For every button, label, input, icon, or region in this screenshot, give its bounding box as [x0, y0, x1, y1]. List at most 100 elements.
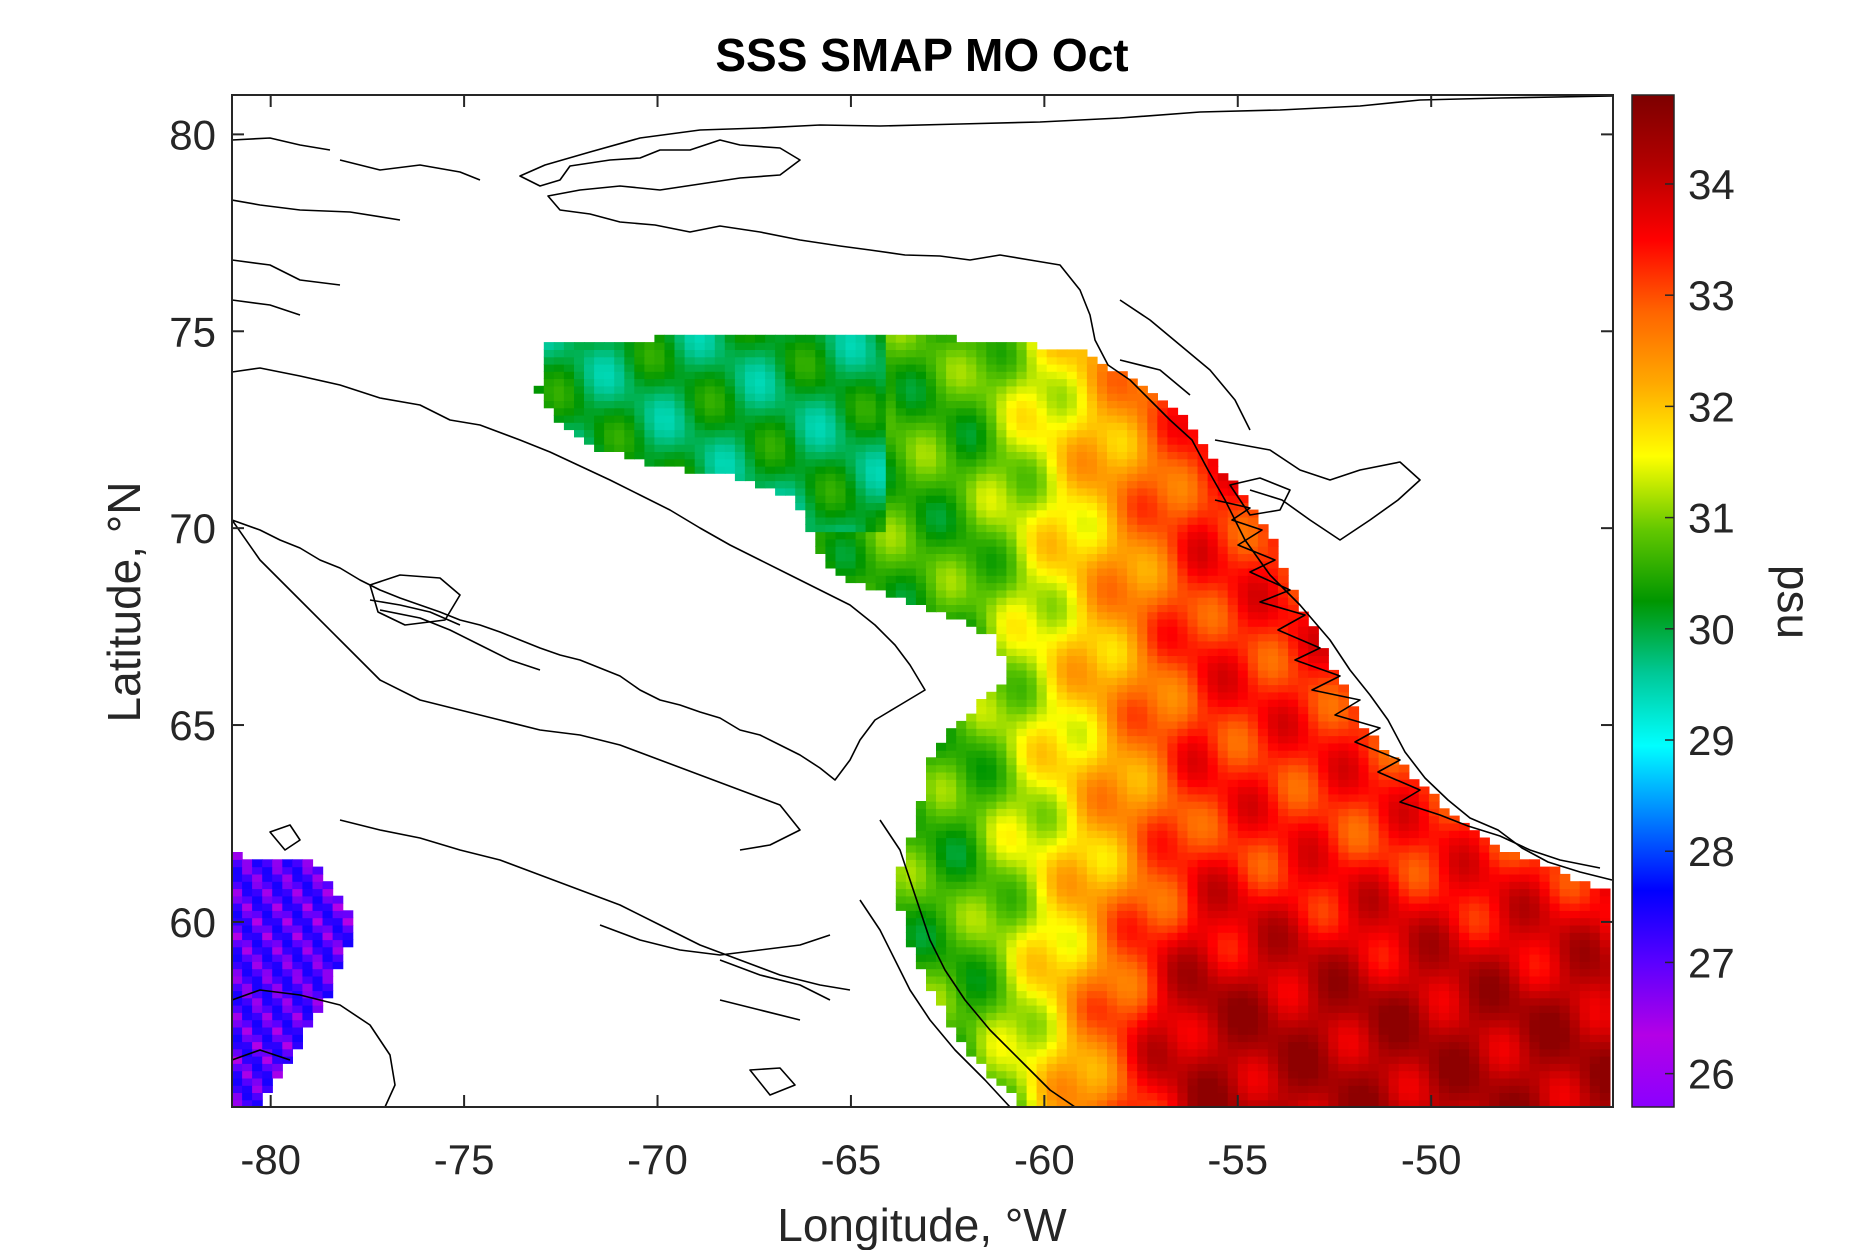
sss-cell	[986, 611, 997, 620]
sss-cell	[1157, 626, 1168, 635]
sss-cell	[915, 961, 927, 970]
sss-cell	[1137, 684, 1148, 693]
sss-cell	[996, 509, 1008, 518]
sss-cell	[1338, 910, 1349, 919]
sss-cell	[1086, 597, 1098, 605]
sss-cell	[1127, 910, 1138, 919]
sss-cell	[1257, 531, 1269, 540]
sss-cell	[1137, 546, 1148, 554]
sss-cell	[1308, 1092, 1319, 1101]
sss-cell	[1237, 822, 1249, 831]
sss-cell	[272, 1070, 283, 1079]
sss-cell	[1438, 1077, 1450, 1086]
sss-cell	[1519, 873, 1531, 882]
sss-cell	[1418, 1019, 1430, 1028]
sss-cell	[1187, 597, 1199, 605]
sss-cell	[946, 997, 957, 1006]
sss-cell	[1358, 873, 1370, 882]
sss-cell	[1469, 1034, 1480, 1043]
sss-cell	[1519, 1056, 1531, 1064]
sss-cell	[1368, 866, 1380, 875]
sss-cell	[1217, 750, 1229, 758]
sss-cell	[1056, 910, 1068, 919]
sss-cell	[1187, 859, 1199, 868]
sss-cell	[1056, 655, 1068, 664]
sss-cell	[1328, 932, 1339, 941]
sss-cell	[1459, 1099, 1470, 1107]
sss-cell	[1267, 771, 1279, 780]
sss-cell	[1147, 961, 1158, 970]
sss-cell	[855, 495, 867, 503]
sss-cell	[1187, 808, 1199, 817]
sss-cell	[1117, 589, 1128, 598]
sss-cell	[1127, 640, 1138, 649]
sss-cell	[1217, 983, 1229, 992]
sss-cell	[1167, 844, 1179, 853]
sss-cell	[1308, 873, 1319, 882]
sss-cell	[252, 932, 263, 941]
sss-cell	[1378, 801, 1390, 809]
sss-cell	[1267, 910, 1279, 919]
sss-cell	[1308, 750, 1319, 758]
sss-cell	[1107, 1077, 1118, 1086]
sss-cell	[1418, 808, 1430, 817]
sss-cell	[1318, 873, 1329, 882]
sss-cell	[1217, 757, 1229, 766]
sss-cell	[1137, 975, 1148, 984]
sss-cell	[252, 1005, 263, 1013]
sss-cell	[1459, 946, 1470, 955]
sss-cell	[282, 924, 293, 933]
sss-cell	[1348, 903, 1360, 911]
sss-cell	[835, 553, 847, 562]
sss-cell	[242, 1012, 253, 1021]
sss-cell	[885, 516, 897, 525]
sss-cell	[765, 473, 776, 482]
sss-cell	[1227, 924, 1239, 933]
sss-cell	[1358, 946, 1370, 955]
sss-cell	[1408, 1026, 1420, 1035]
sss-cell	[1167, 917, 1179, 926]
sss-cell	[1086, 990, 1098, 999]
sss-cell	[1086, 691, 1098, 700]
sss-cell	[242, 924, 253, 933]
sss-cell	[915, 866, 927, 875]
sss-cell	[966, 954, 977, 962]
sss-cell	[1097, 1012, 1108, 1021]
sss-cell	[1016, 1077, 1028, 1086]
sss-cell	[1006, 997, 1018, 1006]
sss-cell	[1157, 793, 1168, 802]
sss-cell	[1418, 1092, 1430, 1101]
sss-cell	[1368, 852, 1380, 860]
sss-cell	[1127, 932, 1138, 941]
sss-cell	[976, 808, 987, 817]
sss-cell	[252, 1019, 263, 1028]
sss-cell	[1348, 1085, 1360, 1093]
sss-cell	[1519, 1041, 1531, 1050]
sss-cell	[1247, 903, 1259, 911]
sss-cell	[1298, 640, 1309, 649]
sss-cell	[1036, 473, 1048, 482]
sss-cell	[1167, 742, 1179, 751]
sss-cell	[895, 567, 907, 576]
sss-cell	[1137, 771, 1148, 780]
sss-cell	[1157, 480, 1168, 489]
sss-cell	[1348, 997, 1360, 1006]
sss-cell	[1519, 859, 1531, 868]
sss-cell	[1046, 910, 1058, 919]
sss-cell	[1026, 1077, 1038, 1086]
sss-cell	[966, 728, 977, 737]
sss-cell	[1006, 990, 1018, 999]
sss-cell	[1207, 677, 1219, 686]
sss-cell	[1237, 801, 1249, 809]
sss-cell	[1046, 903, 1058, 911]
sss-cell	[1298, 699, 1309, 707]
sss-cell	[1318, 1070, 1329, 1079]
sss-cell	[1086, 997, 1098, 1006]
sss-cell	[1328, 939, 1339, 948]
sss-cell	[1308, 924, 1319, 933]
sss-cell	[996, 706, 1008, 715]
sss-cell	[1006, 961, 1018, 970]
sss-cell	[1066, 691, 1078, 700]
sss-cell	[1187, 575, 1199, 584]
sss-cell	[1428, 990, 1440, 999]
